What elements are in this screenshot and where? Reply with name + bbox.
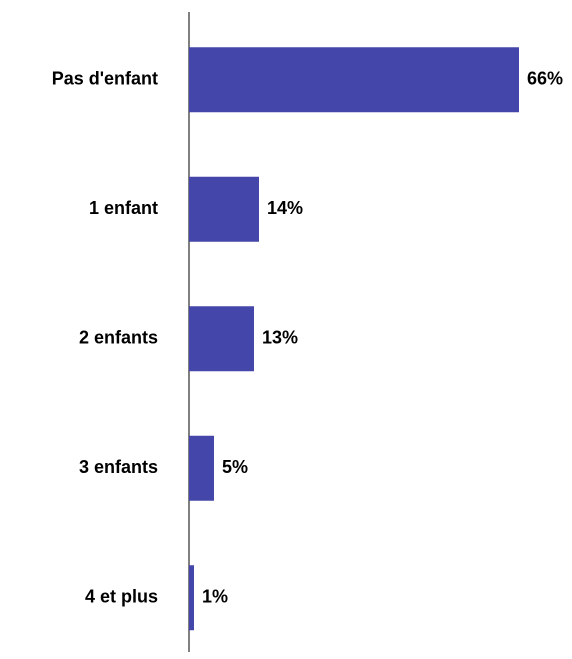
- value-label: 1%: [202, 587, 228, 607]
- value-label: 13%: [262, 328, 298, 348]
- value-label: 14%: [267, 198, 303, 218]
- category-label: 4 et plus: [85, 587, 158, 607]
- bar: [189, 47, 519, 113]
- category-label: 2 enfants: [79, 328, 158, 348]
- bar: [189, 565, 194, 631]
- value-label: 5%: [222, 457, 248, 477]
- category-label: Pas d'enfant: [52, 69, 158, 89]
- value-label: 66%: [527, 69, 563, 89]
- category-label: 1 enfant: [89, 198, 158, 218]
- bar: [189, 306, 254, 372]
- category-label: 3 enfants: [79, 457, 158, 477]
- bar: [189, 176, 259, 242]
- bar: [189, 435, 214, 501]
